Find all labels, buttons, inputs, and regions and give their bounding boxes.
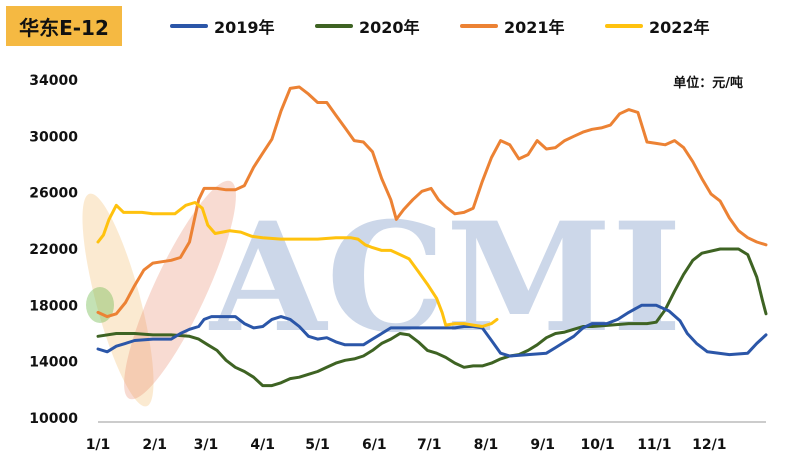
series-line-2020: [96, 247, 768, 388]
watermark-text: ACMI: [208, 190, 682, 366]
x-tick-label: 12/1: [692, 437, 726, 453]
x-tick-label: 4/1: [250, 437, 275, 453]
x-tick-label: 5/1: [305, 437, 330, 453]
x-tick-label: 9/1: [530, 437, 555, 453]
x-axis: 1/1 2/1 3/1 4/1 5/1 6/1 7/1 8/1 9/1 10/1 11/1 12/1: [86, 421, 766, 453]
legend-label-2022: 2022年: [649, 18, 710, 37]
x-tick-label: 1/1: [86, 437, 111, 453]
y-tick-label: 22000: [29, 242, 78, 258]
x-tick-label: 10/1: [580, 437, 614, 453]
series-line-2021: [96, 85, 768, 319]
series-layer: [96, 85, 768, 388]
chart-legend: 2019年 2020年 2021年 2022年: [170, 14, 750, 38]
legend-label-2019: 2019年: [214, 18, 275, 37]
legend-swatch-2021: [460, 24, 498, 28]
x-tick-label: 3/1: [194, 437, 219, 453]
x-tick-label: 2/1: [142, 437, 167, 453]
legend-label-2021: 2021年: [504, 18, 565, 37]
legend-item-2022: 2022年: [605, 14, 750, 38]
legend-item-2020: 2020年: [315, 14, 460, 38]
series-line-2019: [96, 303, 768, 358]
legend-swatch-2020: [315, 24, 353, 28]
legend-label-2020: 2020年: [359, 18, 420, 37]
chart-title-box: 华东E-12: [6, 6, 122, 46]
y-tick-label: 26000: [29, 186, 78, 202]
watermark-decoration: ACMI: [82, 180, 682, 407]
chart-title: 华东E-12: [19, 15, 109, 40]
series-line-2022: [96, 201, 499, 328]
x-tick-label: 6/1: [362, 437, 387, 453]
legend-swatch-2019: [170, 24, 208, 28]
x-tick-label: 8/1: [474, 437, 499, 453]
y-tick-label: 10000: [29, 411, 78, 427]
x-tick-label: 11/1: [637, 437, 671, 453]
unit-label: 单位：元/吨: [673, 76, 743, 91]
y-tick-label: 14000: [29, 355, 78, 371]
legend-item-2019: 2019年: [170, 14, 315, 38]
x-tick-label: 7/1: [417, 437, 442, 453]
y-tick-label: 30000: [29, 129, 78, 145]
legend-swatch-2022: [605, 24, 643, 28]
legend-item-2021: 2021年: [460, 14, 605, 38]
y-axis: 10000 14000 18000 22000 26000 30000 34000: [29, 73, 78, 427]
y-tick-label: 34000: [29, 73, 78, 89]
y-tick-label: 18000: [29, 298, 78, 314]
